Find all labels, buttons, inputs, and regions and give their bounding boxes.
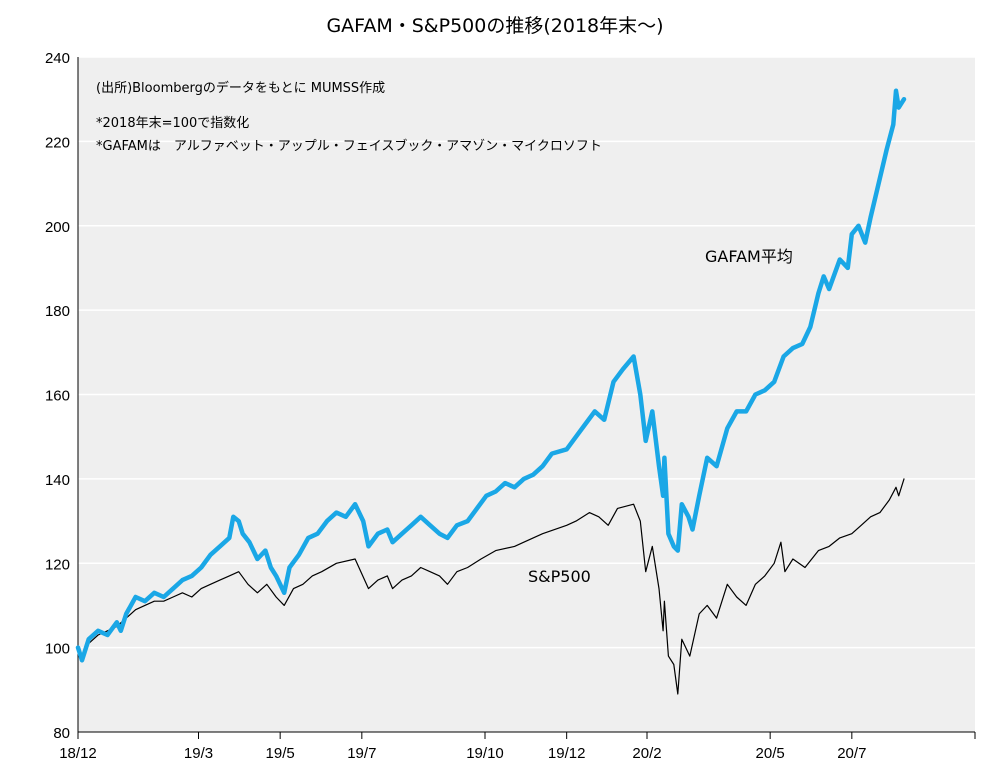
y-tick-label: 100 <box>45 641 70 658</box>
x-tick-label: 19/12 <box>548 745 586 762</box>
note-members: *GAFAMは アルファベット・アップル・フェイスブック・アマゾン・マイクロソフ… <box>96 138 602 154</box>
note-index: *2018年末=100で指数化 <box>96 116 249 131</box>
series-line-sp500 <box>77 478 905 695</box>
source-notes: (出所)Bloombergのデータをもとに MUMSS作成 *2018年末=10… <box>96 80 602 154</box>
x-tick-label: 19/10 <box>466 745 504 762</box>
y-tick-label: 140 <box>45 472 70 489</box>
y-tick-label: 240 <box>45 50 70 67</box>
note-source: (出所)Bloombergのデータをもとに MUMSS作成 <box>96 80 385 96</box>
x-tick-label: 18/12 <box>59 745 97 762</box>
series-line-gafam <box>75 88 907 663</box>
x-tick-label: 19/3 <box>184 745 213 762</box>
x-tick-label: 19/7 <box>347 745 376 762</box>
y-tick-label: 200 <box>45 219 70 236</box>
x-tick-label: 20/2 <box>632 745 661 762</box>
y-tick-label: 80 <box>53 725 70 742</box>
y-tick-label: 180 <box>45 303 70 320</box>
series-label-sp500: S&P500 <box>528 567 591 586</box>
y-tick-label: 160 <box>45 388 70 405</box>
y-tick-label: 120 <box>45 556 70 573</box>
chart-title: GAFAM・S&P500の推移(2018年末〜) <box>326 15 663 37</box>
y-axis-ticks: 80 100 120 140 160 180 200 220 240 <box>45 50 70 742</box>
x-tick-label: 19/5 <box>266 745 295 762</box>
y-tick-label: 220 <box>45 134 70 151</box>
x-tick-label: 20/7 <box>837 745 866 762</box>
x-axis-ticks: 18/12 19/3 19/5 19/7 19/10 19/12 20/2 20/5 20/7 <box>59 732 976 762</box>
axes <box>77 57 975 733</box>
data-series <box>75 88 907 695</box>
x-tick-label: 20/5 <box>756 745 785 762</box>
series-label-gafam: GAFAM平均 <box>705 247 793 266</box>
